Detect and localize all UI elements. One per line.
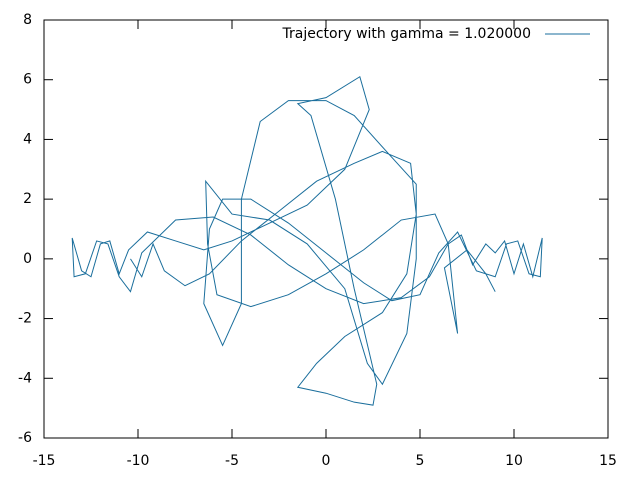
x-tick-label: -5 — [225, 453, 239, 469]
y-tick-label: -2 — [18, 311, 32, 327]
trajectory-line — [71, 75, 543, 406]
y-tick-label: 2 — [23, 191, 32, 207]
x-tick-label: 5 — [416, 453, 425, 469]
y-tick-label: 0 — [23, 251, 32, 267]
x-tick-label: -10 — [127, 453, 150, 469]
x-tick-label: 10 — [505, 453, 523, 469]
y-tick-label: -4 — [18, 370, 32, 386]
plot-border — [43, 19, 609, 439]
x-tick-label: 15 — [599, 453, 617, 469]
legend-label: Trajectory with gamma = 1.020000 — [282, 26, 531, 42]
y-tick-label: -6 — [18, 430, 32, 446]
x-tick-label: -15 — [33, 453, 56, 469]
y-tick-label: 8 — [23, 12, 32, 28]
x-tick-label: 0 — [322, 453, 331, 469]
y-tick-label: 6 — [23, 72, 32, 88]
y-tick-label: 4 — [23, 131, 32, 147]
